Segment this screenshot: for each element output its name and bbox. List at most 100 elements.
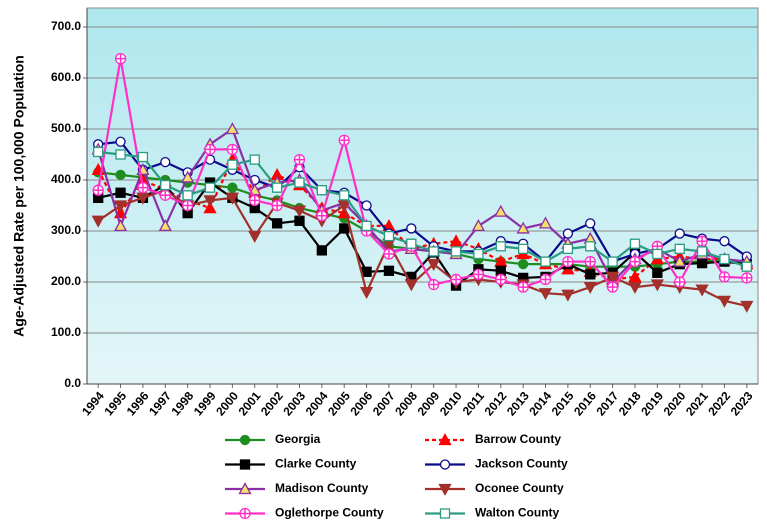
series-line [97,157,748,281]
marker-cross [742,273,752,283]
marker [606,281,619,293]
marker [719,253,730,265]
marker [516,221,530,234]
marker [339,190,350,201]
marker-cross [317,211,327,221]
marker [585,218,596,229]
legend-label: Jackson County [475,457,568,471]
marker-cross [451,274,461,284]
marker [181,199,194,212]
x-tick-label: 2000 [213,389,241,419]
x-tick-label: 1998 [168,389,196,419]
x-tick-label: 2009 [415,389,443,419]
marker-cross [183,201,193,210]
marker [404,279,418,292]
marker-cross [160,190,170,200]
marker [696,235,708,247]
marker [518,243,529,255]
marker [652,248,663,260]
marker-cross [205,144,215,154]
marker-cross [294,155,304,165]
marker [406,223,417,234]
marker [294,215,305,226]
marker [471,219,486,232]
x-tick-label: 2018 [616,389,644,419]
legend-entry: Barrow County [425,432,561,446]
marker [137,181,149,194]
marker [182,190,193,201]
marker [450,273,462,286]
marker [674,243,685,255]
marker [227,182,238,193]
marker [137,151,149,163]
marker [203,195,217,208]
y-tick-label: 200.0 [51,274,81,288]
marker [225,192,239,205]
marker [383,230,395,242]
marker [628,281,642,294]
marker-cross [93,185,103,195]
marker [494,204,508,217]
marker [115,136,126,147]
y-tick-label: 300.0 [51,223,81,237]
marker [293,153,306,166]
marker-cross [116,54,126,64]
marker [562,255,574,268]
x-tick-label: 2004 [303,389,331,419]
marker [181,170,195,183]
x-tick-label: 2012 [482,389,510,419]
marker-cross [384,249,394,259]
marker [203,201,217,214]
marker [518,258,529,270]
y-tick-label: 0.0 [64,376,81,390]
marker [495,241,506,252]
marker [361,200,372,211]
marker [449,234,463,247]
marker [159,189,171,201]
marker [674,276,686,288]
marker [248,230,262,243]
legend-label: Oconee County [475,481,564,495]
marker [316,185,328,196]
marker [740,300,754,313]
marker-cross [518,282,528,292]
marker [473,248,484,260]
marker-cross [250,195,260,205]
x-tick-label: 2006 [347,389,375,419]
marker [239,507,251,520]
marker [562,243,574,255]
marker [652,267,663,278]
legend-label: Oglethorpe County [275,506,384,520]
marker [359,287,374,300]
marker [225,122,239,135]
marker [538,216,553,229]
x-tick-label: 2008 [392,389,420,419]
marker [271,218,283,229]
x-tick-label: 1996 [124,389,152,419]
marker [115,149,126,160]
x-tick-label: 2023 [728,389,756,419]
y-tick-label: 700.0 [51,19,81,33]
marker-cross [138,183,148,193]
marker-cross [473,269,483,279]
marker [539,273,552,286]
marker [695,284,709,297]
x-tick-label: 2015 [549,389,577,419]
marker [674,228,685,239]
marker-cross [697,236,707,246]
marker [91,215,105,228]
marker [439,459,451,470]
marker [115,169,126,181]
marker [696,257,708,269]
x-tick-label: 2002 [258,389,286,419]
marker [472,268,485,281]
x-tick-label: 2016 [571,389,599,419]
marker [93,146,104,158]
x-tick-label: 2003 [280,389,308,419]
marker [249,154,260,165]
x-tick-label: 2020 [661,389,689,419]
marker [629,238,641,249]
marker [249,194,261,207]
marker [316,245,328,256]
marker [292,205,307,218]
